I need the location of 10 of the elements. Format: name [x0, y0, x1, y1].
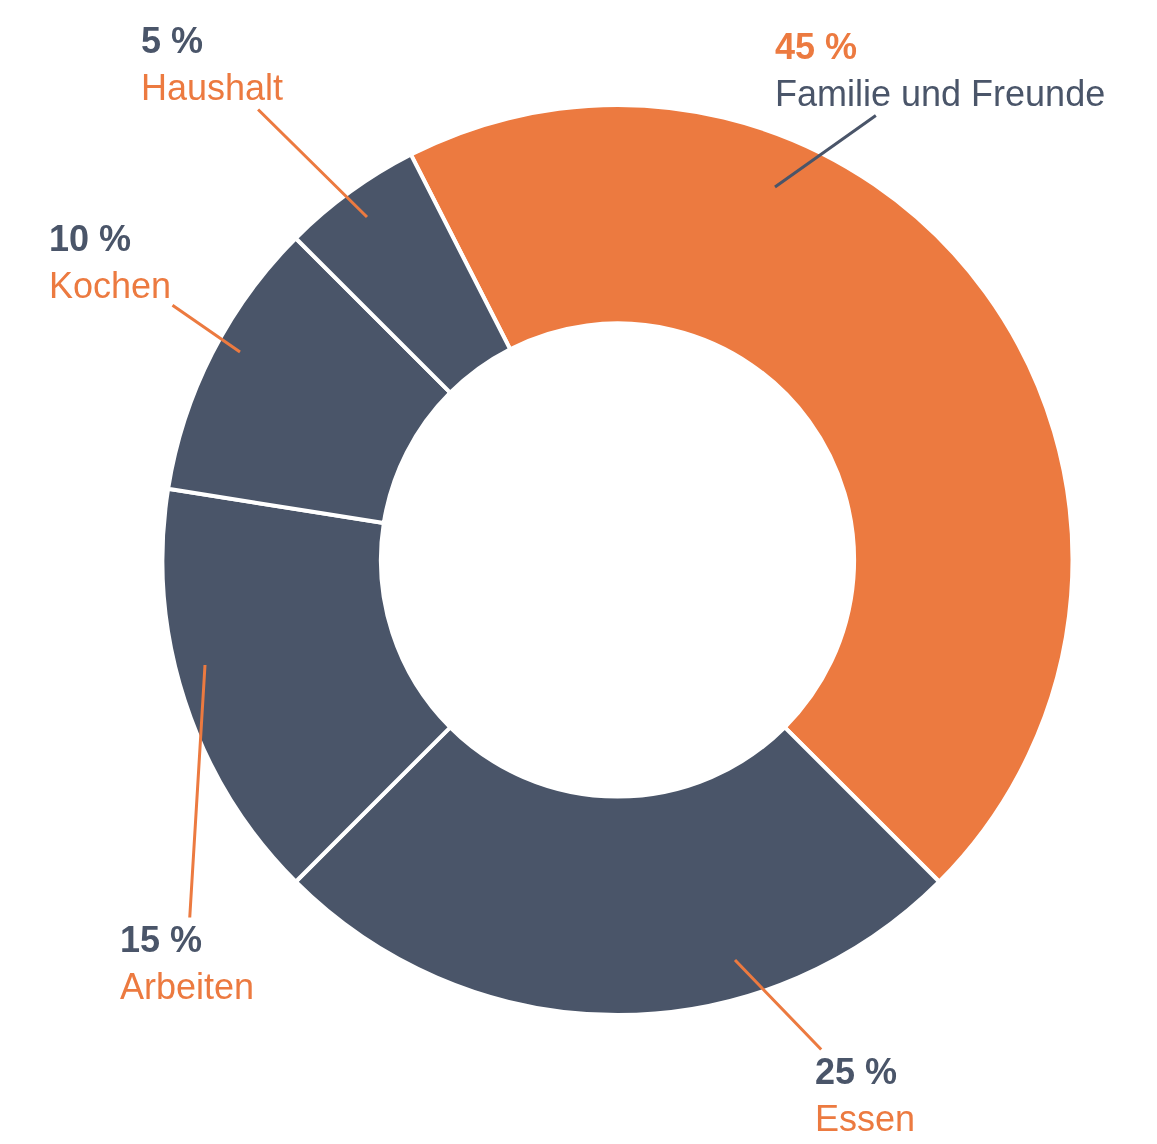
data-label: 10 % — [49, 218, 132, 259]
data-label: 25 % — [815, 1051, 898, 1092]
slice-label: Arbeiten — [120, 965, 255, 1007]
slice-label: Familie und Freunde — [775, 72, 1106, 114]
slice-label: Essen — [815, 1097, 916, 1139]
data-label: 45 % — [775, 26, 858, 67]
data-label: 5 % — [141, 20, 204, 61]
data-label: 15 % — [120, 919, 203, 960]
slice-label: Kochen — [49, 264, 172, 306]
slice-label: Haushalt — [141, 66, 284, 108]
